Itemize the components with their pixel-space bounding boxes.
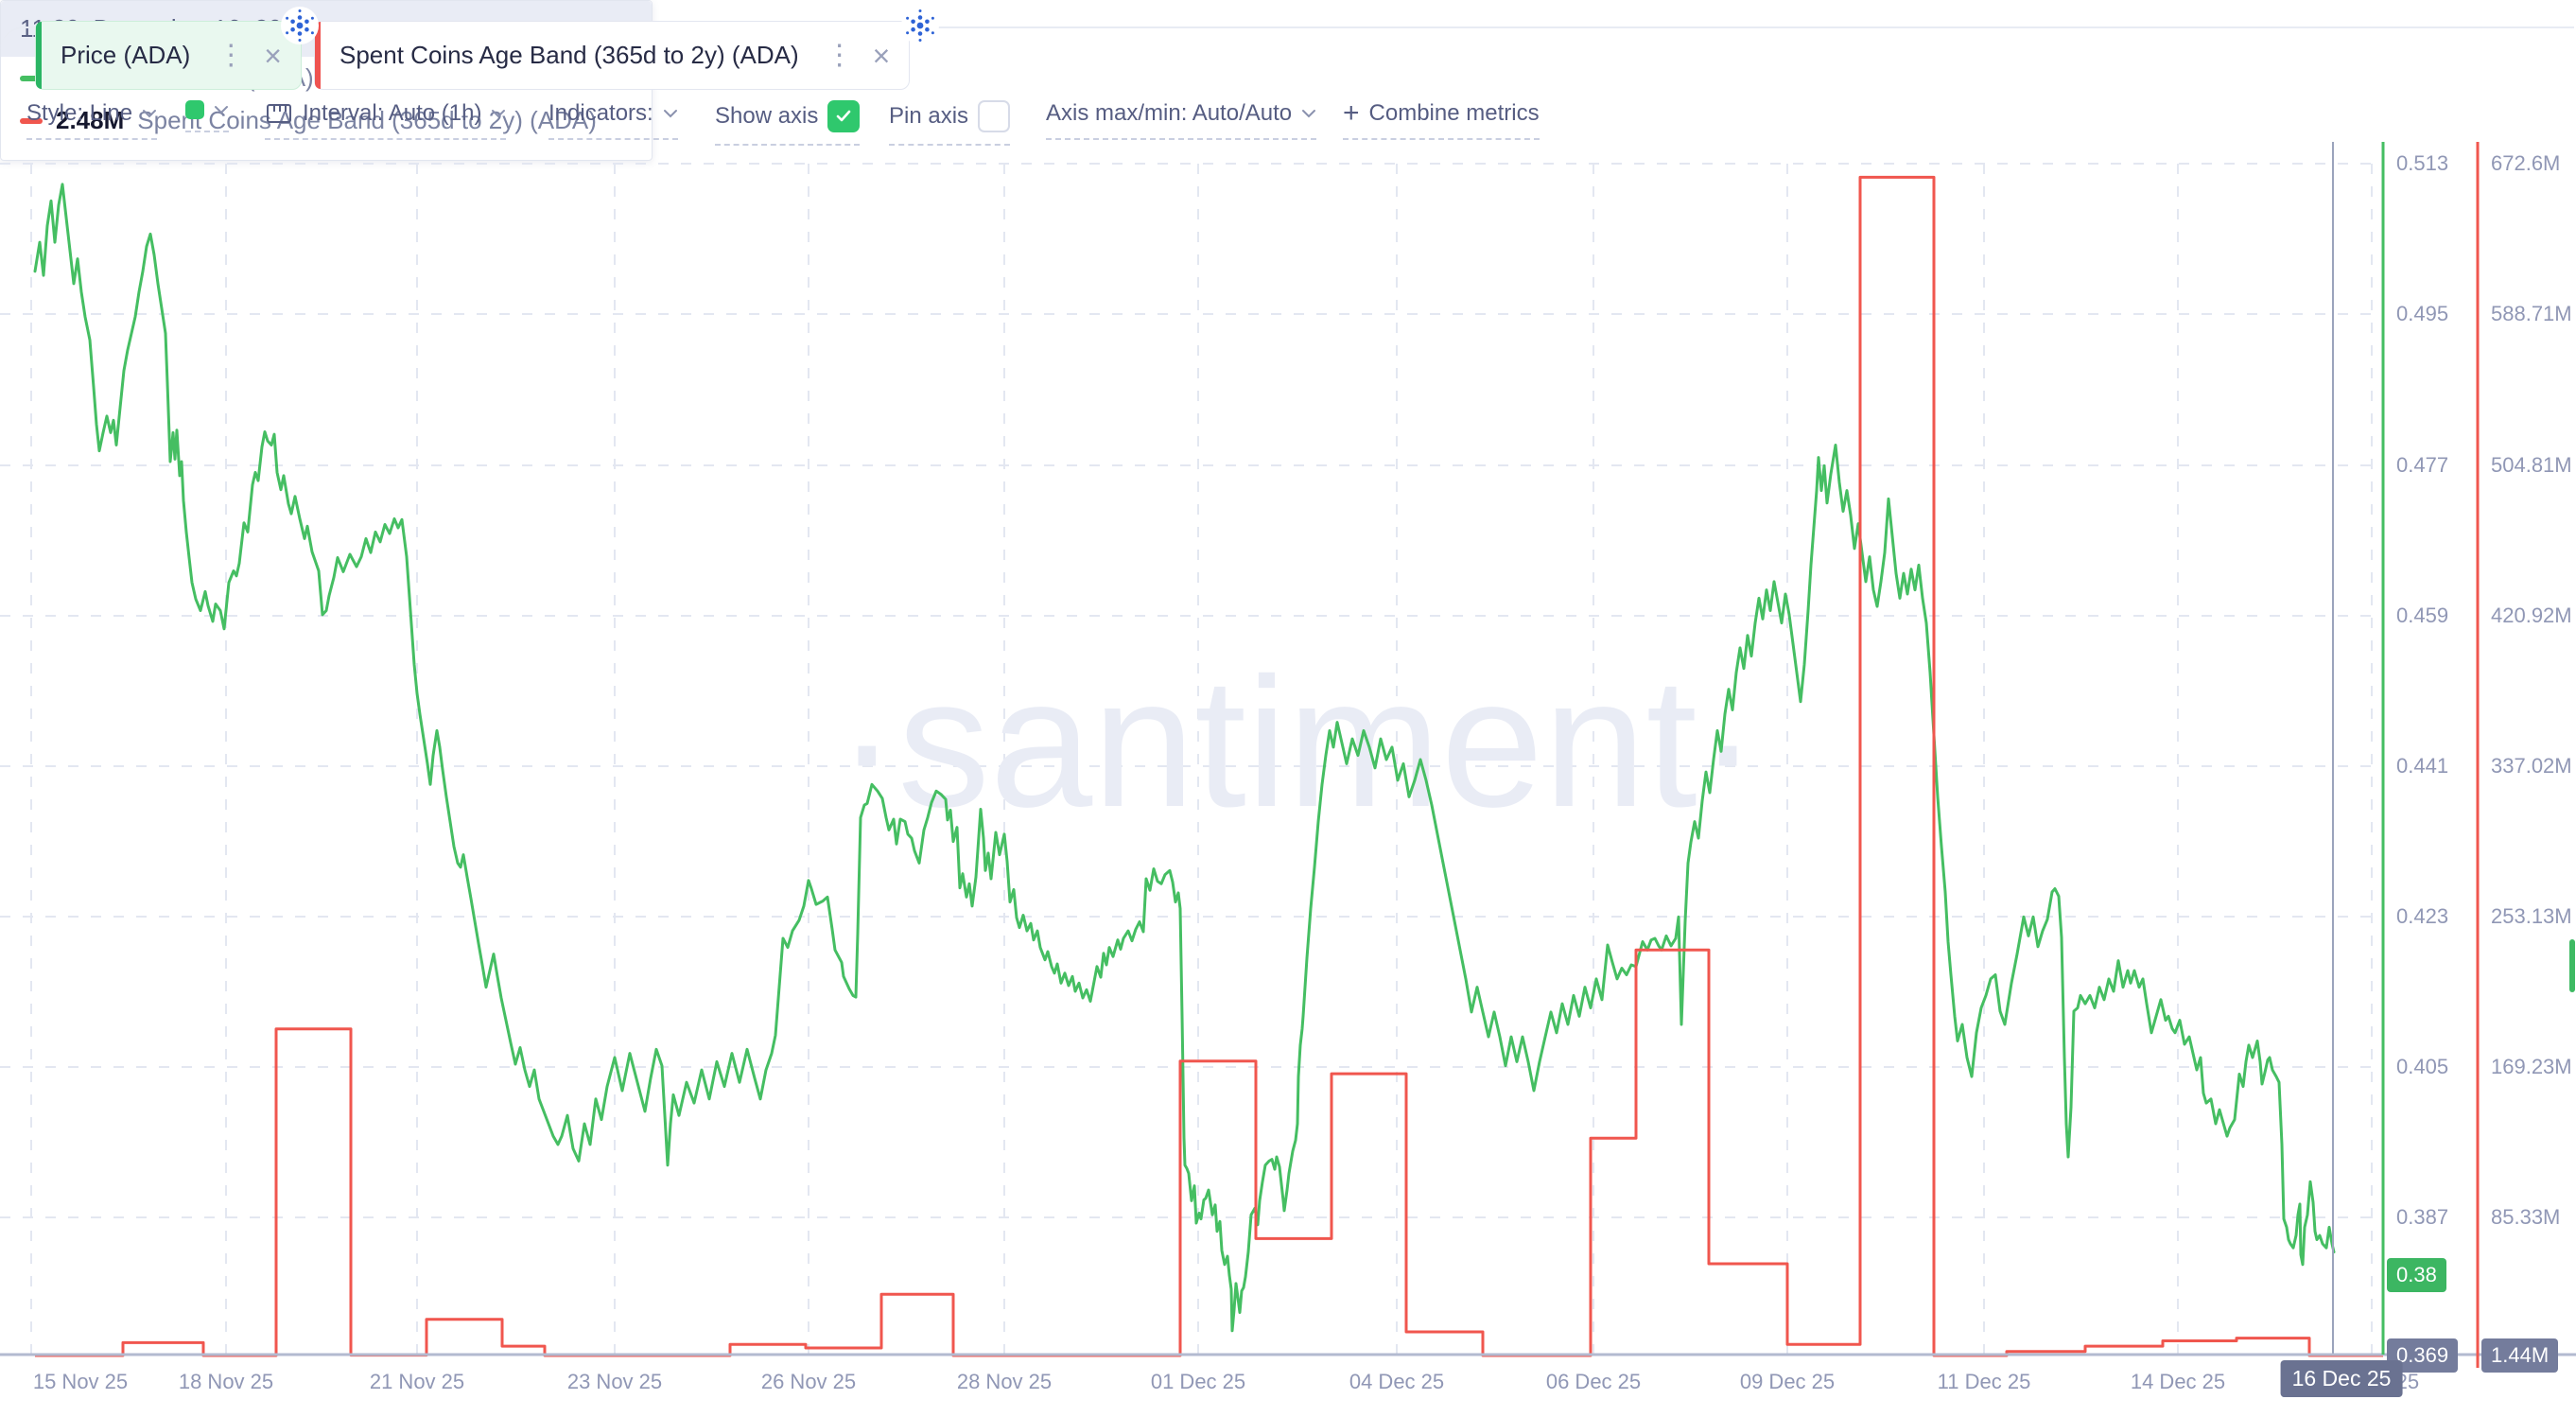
y-axis-tick: 0.441: [2396, 754, 2449, 778]
y-axis-tick: 0.423: [2396, 904, 2449, 928]
style-selector[interactable]: Style: Line: [26, 100, 158, 140]
y-axis-tick: 0.513: [2396, 151, 2449, 175]
pin-axis-label: Pin axis: [889, 103, 969, 129]
y-axis-tick: 85.33M: [2491, 1205, 2561, 1229]
kebab-menu-icon[interactable]: ⋮: [217, 39, 246, 71]
right-edge-scroll-indicator[interactable]: [2569, 939, 2575, 992]
green-color-swatch: [185, 100, 204, 119]
kebab-menu-icon[interactable]: ⋮: [825, 39, 854, 71]
y-axis-tick: 0.495: [2396, 302, 2449, 325]
last-price-badge: 0.38: [2387, 1258, 2446, 1292]
crosshair-date-badge: 16 Dec 25: [2280, 1360, 2403, 1397]
chevron-down-icon: [215, 106, 228, 114]
y-axis-tick: 588.71M: [2491, 302, 2572, 325]
x-axis-tick: 04 Dec 25: [1349, 1370, 1445, 1393]
y-axis-tick: 253.13M: [2491, 904, 2572, 928]
santiment-watermark: ·santiment·: [836, 639, 1758, 846]
chevron-down-icon: [143, 110, 157, 118]
tab-spent-coins-age-band[interactable]: Spent Coins Age Band (365d to 2y) (ADA) …: [314, 21, 911, 90]
cardano-logo-icon: [281, 7, 319, 44]
combine-metrics-label: Combine metrics: [1368, 100, 1540, 126]
close-icon[interactable]: ×: [264, 38, 282, 73]
y-axis-tick: 0.477: [2396, 453, 2449, 477]
checkbox-checked-icon[interactable]: [827, 100, 861, 132]
style-label: Style: Line: [26, 100, 133, 126]
indicators-label: Indicators:: [548, 100, 653, 126]
x-axis-tick: 28 Nov 25: [956, 1370, 1053, 1393]
price-series-dash-icon: [20, 75, 43, 81]
plus-icon: +: [1343, 97, 1360, 129]
chevron-down-icon: [663, 110, 677, 118]
x-axis-tick: 11 Dec 25: [1937, 1370, 2031, 1393]
tooltip-band-value: 2.48M: [56, 106, 125, 134]
tooltip-band-label: Spent Coins Age Band (365d to 2y) (ADA): [137, 106, 597, 134]
band-series-dash-icon: [20, 117, 43, 124]
y-axis-tick: 504.81M: [2491, 453, 2572, 477]
tab-accent-green: [36, 22, 42, 89]
last-volume-badge: 1.44M: [2481, 1338, 2559, 1373]
interval-label: Interval: Auto (1h): [303, 100, 482, 126]
chevron-down-icon: [492, 110, 506, 118]
y-axis-tick: 0.405: [2396, 1055, 2449, 1078]
band-series-step-line: [35, 175, 2383, 1357]
y-axis-tick: 0.387: [2396, 1205, 2449, 1229]
tooltip-row-band: 2.48M Spent Coins Age Band (365d to 2y) …: [1, 99, 652, 160]
y-axis-tick: 420.92M: [2491, 604, 2572, 627]
interval-selector[interactable]: Interval: Auto (1h): [265, 100, 507, 140]
chevron-down-icon: [1302, 110, 1316, 118]
close-icon[interactable]: ×: [872, 38, 891, 73]
x-axis-tick: 23 Nov 25: [566, 1370, 663, 1393]
interval-ruler-icon: [267, 104, 291, 123]
price-series-line: [33, 183, 2336, 1333]
x-axis-tick: 21 Nov 25: [369, 1370, 465, 1393]
x-axis-tick: 01 Dec 25: [1150, 1370, 1246, 1393]
show-axis-label: Show axis: [715, 103, 819, 129]
checkbox-unchecked-icon[interactable]: [978, 100, 1011, 132]
show-axis-toggle[interactable]: Show axis: [715, 100, 861, 146]
pin-axis-toggle[interactable]: Pin axis: [889, 100, 1011, 146]
price-axis-min-badge: 0.369: [2387, 1338, 2459, 1373]
y-axis-tick: 0.459: [2396, 604, 2449, 627]
combine-metrics-button[interactable]: + Combine metrics: [1343, 97, 1540, 140]
x-axis-tick: 06 Dec 25: [1545, 1370, 1642, 1393]
y-axis-tick: 337.02M: [2491, 754, 2572, 778]
color-swatch-selector[interactable]: [185, 100, 229, 132]
tab-label: Spent Coins Age Band (365d to 2y) (ADA): [339, 41, 799, 69]
tab-label: Price (ADA): [61, 41, 191, 69]
tab-accent-red: [315, 22, 321, 89]
axis-maxmin-selector[interactable]: Axis max/min: Auto/Auto: [1046, 100, 1317, 140]
x-axis-tick: 14 Dec 25: [2130, 1370, 2226, 1393]
indicators-selector[interactable]: Indicators:: [548, 100, 678, 140]
x-axis-tick: 26 Nov 25: [760, 1370, 857, 1393]
tab-price-ada[interactable]: Price (ADA) ⋮ ×: [35, 21, 302, 90]
y-axis-tick: 672.6M: [2491, 151, 2561, 175]
x-axis-tick: 18 Nov 25: [178, 1370, 274, 1393]
x-axis-tick: 15 Nov 25: [32, 1370, 129, 1393]
x-axis-tick: 09 Dec 25: [1739, 1370, 1836, 1393]
axis-maxmin-label: Axis max/min: Auto/Auto: [1046, 100, 1293, 126]
y-axis-tick: 169.23M: [2491, 1055, 2572, 1078]
cardano-logo-icon: [901, 7, 939, 44]
